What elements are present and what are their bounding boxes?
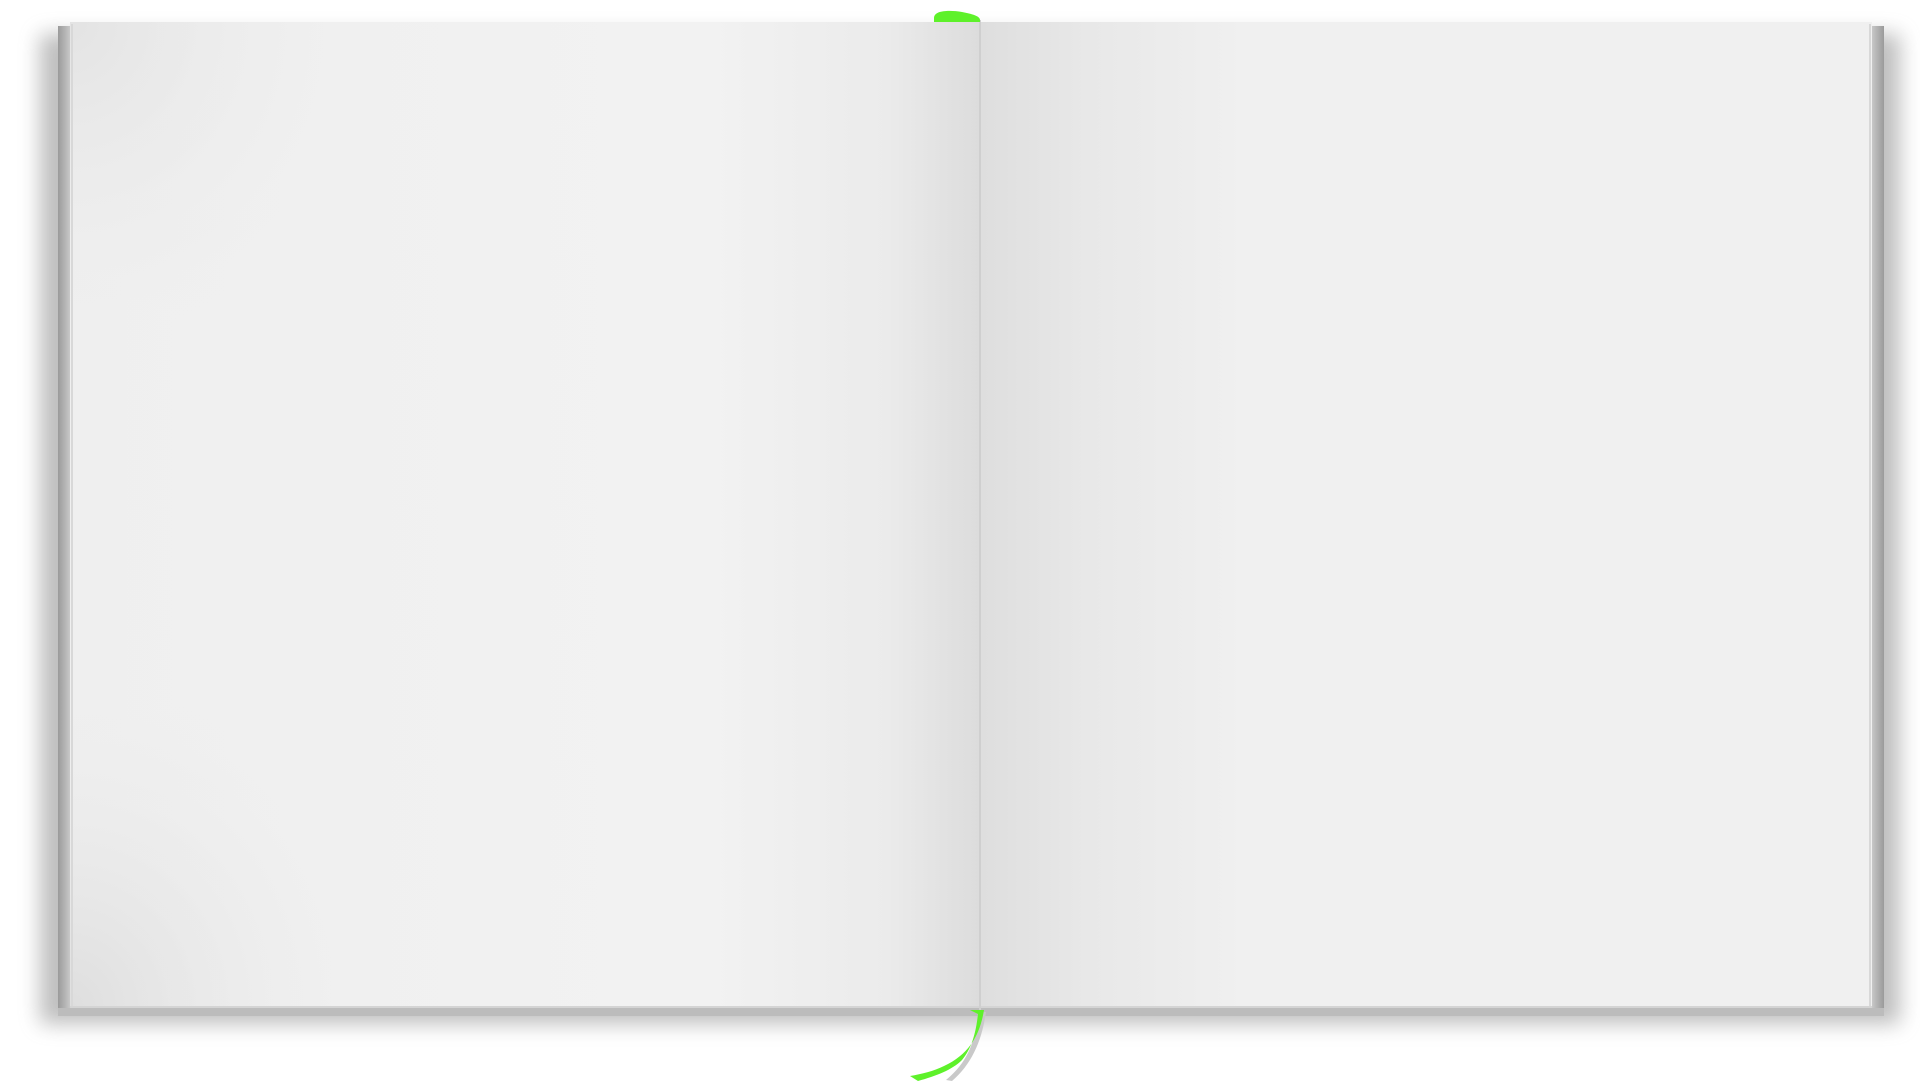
left-page — [70, 22, 980, 1008]
bookmark-ribbon-top — [934, 10, 980, 22]
right-page — [980, 22, 1872, 1008]
ribbon-bookmark-icon — [910, 1010, 986, 1081]
